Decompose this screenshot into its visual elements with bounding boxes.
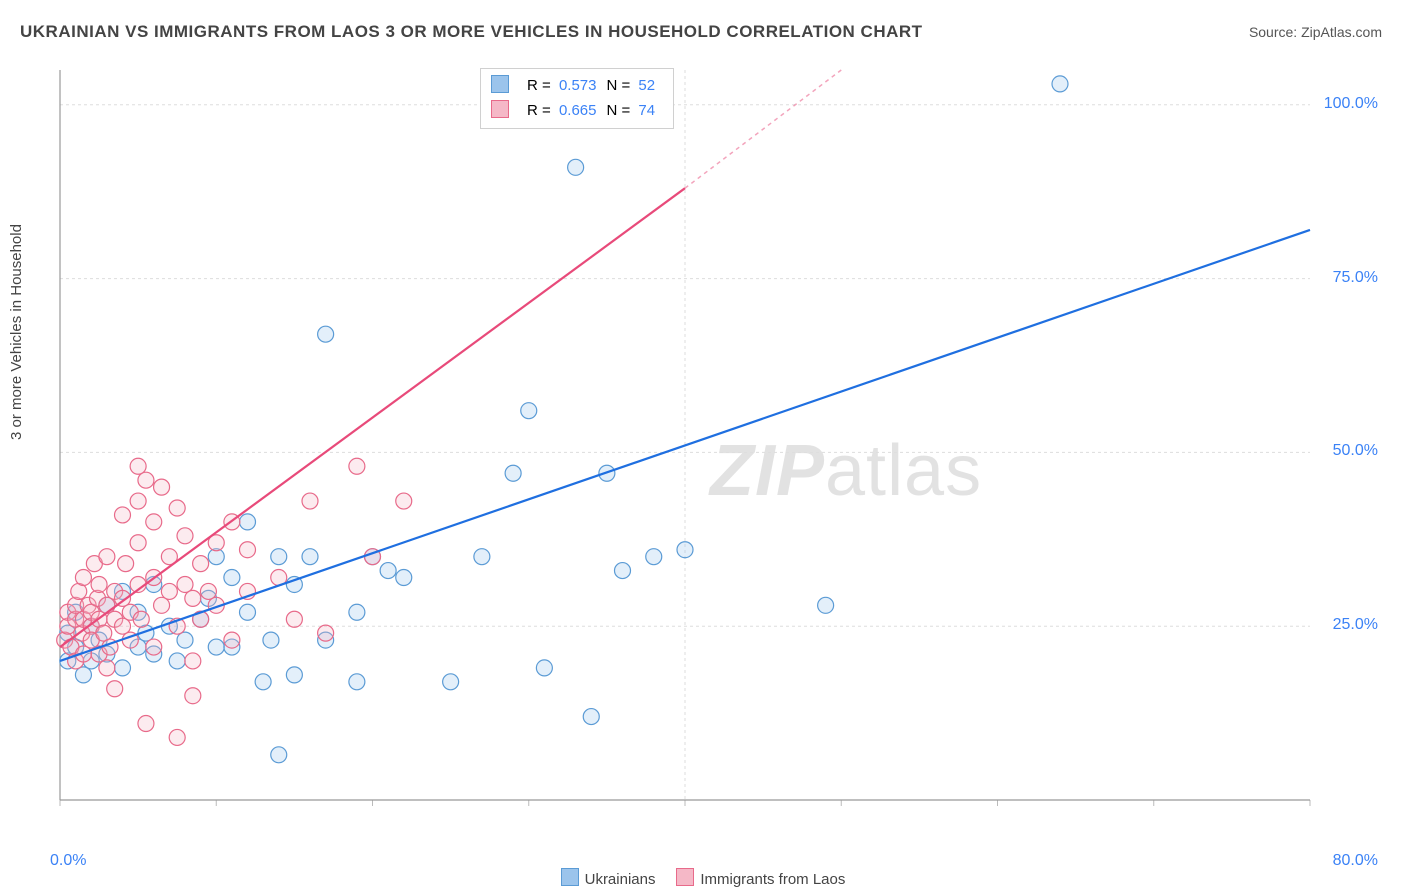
legend-r-label: R = — [527, 102, 551, 119]
chart-title: UKRAINIAN VS IMMIGRANTS FROM LAOS 3 OR M… — [20, 22, 923, 42]
plot-area — [50, 60, 1380, 820]
legend-swatch — [676, 868, 694, 886]
legend-n-label: N = — [606, 77, 630, 94]
legend-n-label: N = — [606, 102, 630, 119]
legend-r-value: 0.573 — [559, 77, 597, 94]
legend-series-label: Immigrants from Laos — [700, 871, 845, 888]
legend-n-value: 52 — [638, 77, 655, 94]
legend-r-label: R = — [527, 77, 551, 94]
chart-container: UKRAINIAN VS IMMIGRANTS FROM LAOS 3 OR M… — [0, 0, 1406, 892]
legend-n-value: 74 — [638, 102, 655, 119]
y-axis-tick-label: 25.0% — [1333, 616, 1378, 634]
y-axis-tick-label: 100.0% — [1324, 95, 1378, 113]
legend-series-label: Ukrainians — [585, 871, 656, 888]
correlation-legend: R = 0.573 N = 52 R = 0.665 N = 74 — [480, 68, 674, 129]
source-attribution: Source: ZipAtlas.com — [1249, 24, 1382, 40]
legend-swatch — [561, 868, 579, 886]
y-axis-tick-label: 50.0% — [1333, 442, 1378, 460]
y-axis-label: 3 or more Vehicles in Household — [8, 224, 25, 440]
series-legend: Ukrainians Immigrants from Laos — [0, 868, 1406, 888]
legend-r-value: 0.665 — [559, 102, 597, 119]
y-axis-tick-label: 75.0% — [1333, 269, 1378, 287]
scatter-svg — [50, 60, 1380, 820]
